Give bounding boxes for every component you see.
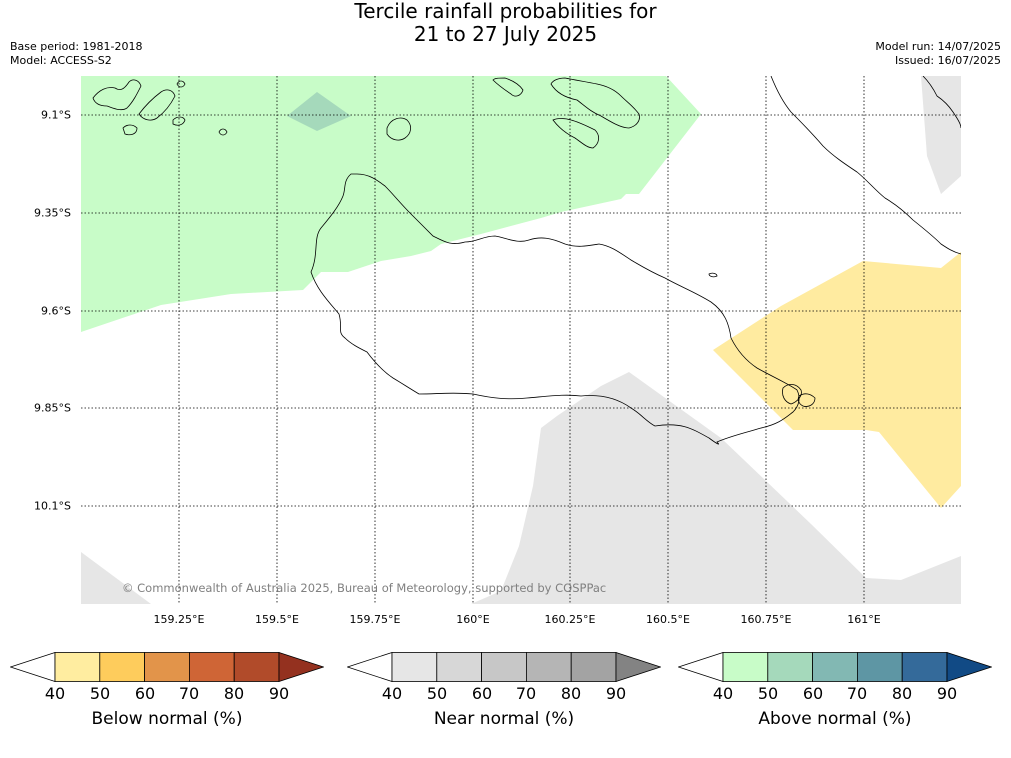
- cb-tick: 40: [712, 684, 734, 703]
- issued-date: Issued: 16/07/2025: [894, 54, 1001, 67]
- base-period: Base period: 1981-2018: [10, 40, 143, 53]
- colorbar-segment: [722, 652, 769, 682]
- cb-tick: 70: [515, 684, 537, 703]
- colorbar-segment: [856, 652, 903, 682]
- colorbar-segment: [901, 652, 948, 682]
- colorbar-arrow-low: [9, 651, 56, 683]
- colorbar-segment: [188, 652, 235, 682]
- colorbar-near-normal-scale: [346, 651, 662, 683]
- cb-tick: 90: [268, 684, 290, 703]
- colorbar-segment: [436, 652, 483, 682]
- lat-label-9-35: 9.35°S: [34, 206, 71, 220]
- coastline-guadalcanal: [310, 173, 800, 445]
- lon-label-160-75: 160.75°E: [740, 613, 792, 626]
- gridlines: [81, 76, 961, 604]
- meta-left: Base period: 1981-2018 Model: ACCESS-S2: [10, 40, 142, 68]
- coastline-malaita: [770, 76, 961, 255]
- colorbar-segment: [525, 652, 572, 682]
- lon-label-159-25: 159.25°E: [153, 613, 205, 626]
- colorbar-below-normal-title: Below normal (%): [91, 709, 243, 729]
- region-above-normal-60: [287, 92, 351, 131]
- region-below-normal-50: [713, 252, 961, 508]
- cb-tick: 80: [891, 684, 913, 703]
- coastline-savo-island: [386, 117, 411, 141]
- region-above-normal-50: [81, 76, 701, 332]
- cb-tick: 50: [426, 684, 448, 703]
- lat-label-10-1: 10.1°S: [34, 499, 71, 513]
- copyright-notice: © Commonwealth of Australia 2025, Bureau…: [122, 581, 607, 595]
- cb-tick: 80: [560, 684, 582, 703]
- colorbar-arrow-low: [677, 651, 724, 683]
- colorbar-above-normal: [677, 651, 993, 683]
- lat-label-9-6: 9.6°S: [41, 304, 71, 318]
- lat-label-9-85: 9.85°S: [34, 401, 71, 415]
- cb-tick: 60: [134, 684, 156, 703]
- colorbar-segment: [233, 652, 280, 682]
- map-title: Tercile rainfall probabilities for 21 to…: [0, 0, 1011, 46]
- cb-tick: 60: [802, 684, 824, 703]
- colorbar-segment: [767, 652, 814, 682]
- lon-label-160: 160°E: [456, 613, 490, 626]
- cb-tick: 80: [223, 684, 245, 703]
- cb-tick: 90: [605, 684, 627, 703]
- lon-label-159-75: 159.75°E: [349, 613, 401, 626]
- model-run: Model run: 14/07/2025: [875, 40, 1001, 53]
- coastlines: [92, 76, 961, 445]
- region-near-normal-50-south: [471, 372, 961, 604]
- colorbar-segment: [481, 652, 527, 682]
- region-near-normal-50-northeast: [921, 76, 961, 194]
- cb-tick: 40: [381, 684, 403, 703]
- title-line-1: Tercile rainfall probabilities for: [354, 0, 657, 23]
- colorbar-segment: [99, 652, 146, 682]
- cb-tick: 70: [178, 684, 200, 703]
- cb-tick: 90: [936, 684, 958, 703]
- colorbar-above-normal-title: Above normal (%): [758, 709, 912, 729]
- lon-label-160-25: 160.25°E: [544, 613, 596, 626]
- cb-tick: 70: [846, 684, 868, 703]
- cb-tick: 40: [44, 684, 66, 703]
- meta-right: Model run: 14/07/2025 Issued: 16/07/2025: [875, 40, 1001, 68]
- colorbar-arrow-high: [615, 651, 662, 683]
- model-name: Model: ACCESS-S2: [10, 54, 112, 67]
- colorbar-below-normal: [9, 651, 325, 683]
- cb-tick: 50: [89, 684, 111, 703]
- cb-tick: 60: [471, 684, 493, 703]
- colorbar-segment: [144, 652, 190, 682]
- lon-label-161: 161°E: [847, 613, 881, 626]
- lon-label-159-5: 159.5°E: [255, 613, 299, 626]
- colorbar-arrow-low: [346, 651, 393, 683]
- coastline-marau-islets: [708, 272, 816, 407]
- coastline-russell-islands: [92, 79, 228, 136]
- map-canvas: [81, 76, 961, 604]
- colorbar-segment: [391, 652, 438, 682]
- lat-label-9-1: 9.1°S: [41, 108, 71, 122]
- colorbar-segment: [812, 652, 858, 682]
- colorbar-arrow-high: [946, 651, 993, 683]
- colorbar-near-normal-title: Near normal (%): [433, 709, 575, 729]
- colorbar-above-normal-scale: [677, 651, 993, 683]
- region-near-normal-50-southwest: [81, 552, 151, 604]
- colorbar-near-normal: [346, 651, 662, 683]
- colorbar-segment: [570, 652, 617, 682]
- map-panel[interactable]: [81, 76, 961, 604]
- colorbar-segment: [54, 652, 101, 682]
- title-line-2: 21 to 27 July 2025: [413, 22, 598, 46]
- coastline-florida-islands: [492, 77, 640, 149]
- lon-label-160-5: 160.5°E: [646, 613, 690, 626]
- cb-tick: 50: [757, 684, 779, 703]
- colorbar-below-normal-scale: [9, 651, 325, 683]
- colorbar-arrow-high: [278, 651, 325, 683]
